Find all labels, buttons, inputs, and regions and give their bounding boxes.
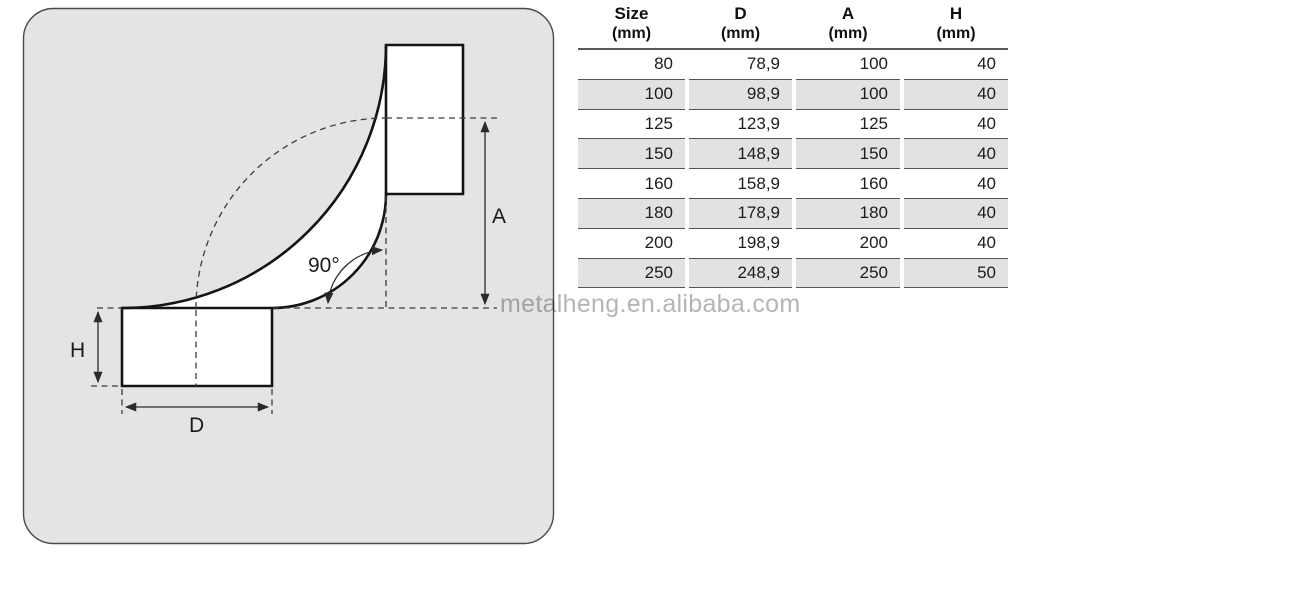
- table-header-row: Size (mm) D (mm) A (mm) H (mm): [578, 0, 1008, 50]
- table-cell: 98,9: [689, 79, 792, 110]
- table-cell: 40: [904, 139, 1008, 170]
- centerline-arc: [195, 117, 387, 309]
- table-cell: 180: [796, 198, 900, 229]
- table-cell: 198,9: [689, 229, 792, 259]
- dimension-a-label: A: [492, 205, 506, 228]
- column-header-size: Size (mm): [578, 0, 685, 48]
- table-cell: 123,9: [689, 110, 792, 140]
- table-cell: 80: [578, 50, 685, 80]
- column-header-d: D (mm): [689, 0, 792, 48]
- table-body: 80 78,9 100 40 100 98,9 100 40 125 123,9 125 40 150 1…: [578, 50, 1008, 289]
- table-cell: 125: [578, 110, 685, 140]
- table-cell: 50: [904, 258, 1008, 289]
- table-cell: 40: [904, 229, 1008, 259]
- column-header-a: A (mm): [796, 0, 900, 48]
- table-cell: 200: [578, 229, 685, 259]
- table-cell: 40: [904, 110, 1008, 140]
- table-cell: 150: [796, 139, 900, 170]
- column-name: H: [949, 4, 963, 23]
- column-name: Size: [614, 4, 649, 23]
- table-cell: 158,9: [689, 169, 792, 199]
- table-cell: 100: [578, 79, 685, 110]
- column-name: A: [841, 4, 855, 23]
- table-cell: 125: [796, 110, 900, 140]
- table-cell: 78,9: [689, 50, 792, 80]
- table-cell: 160: [796, 169, 900, 199]
- table-cell: 160: [578, 169, 685, 199]
- column-header-h: H (mm): [904, 0, 1008, 48]
- table-cell: 40: [904, 50, 1008, 80]
- column-name: D: [734, 4, 747, 23]
- dimension-d-label: D: [189, 414, 204, 437]
- column-unit: (mm): [720, 25, 761, 43]
- table-cell: 40: [904, 169, 1008, 199]
- watermark-text: metalheng.en.alibaba.com: [500, 290, 801, 318]
- table-cell: 40: [904, 198, 1008, 229]
- dimension-h-label: H: [70, 339, 85, 362]
- angle-dimension-arc: [324, 246, 384, 305]
- elbow-diagram: A H D 90°: [22, 7, 555, 545]
- table-cell: 148,9: [689, 139, 792, 170]
- table-cell: 250: [796, 258, 900, 289]
- table-cell: 200: [796, 229, 900, 259]
- table-cell: 178,9: [689, 198, 792, 229]
- angle-label: 90°: [308, 254, 340, 277]
- table-cell: 248,9: [689, 258, 792, 289]
- table-cell: 100: [796, 79, 900, 110]
- table-cell: 40: [904, 79, 1008, 110]
- table-cell: 180: [578, 198, 685, 229]
- table-cell: 150: [578, 139, 685, 170]
- table-cell: 100: [796, 50, 900, 80]
- dimension-spec-table: Size (mm) D (mm) A (mm) H (mm) 80 78,9 100 40 100 98…: [578, 0, 1008, 289]
- column-unit: (mm): [936, 25, 976, 43]
- column-unit: (mm): [828, 25, 868, 43]
- column-unit: (mm): [611, 25, 652, 43]
- table-cell: 250: [578, 258, 685, 289]
